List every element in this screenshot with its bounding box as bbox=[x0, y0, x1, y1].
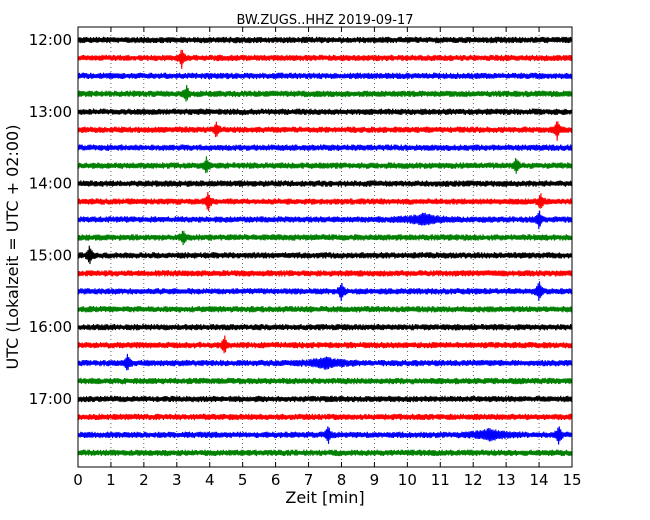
x-tick-label: 11 bbox=[431, 471, 450, 489]
plot-frame bbox=[77, 26, 573, 468]
y-axis-ticks: 12:00 13:00 14:00 15:00 16:00 17:00 bbox=[29, 31, 572, 408]
x-tick-label: 15 bbox=[562, 471, 581, 489]
trace-15:45 bbox=[77, 305, 573, 313]
trace-17:30 bbox=[77, 426, 573, 445]
trace-14:15 bbox=[77, 191, 573, 212]
x-axis-ticks: 0 1 2 3 4 5 6 7 8 9 10 11 12 13 14 15 bbox=[73, 27, 582, 489]
trace-12:15 bbox=[77, 49, 573, 69]
y-tick-label: 13:00 bbox=[29, 103, 72, 121]
x-tick-label: 13 bbox=[497, 471, 516, 489]
x-tick-label: 4 bbox=[205, 471, 215, 489]
x-tick-label: 1 bbox=[106, 471, 116, 489]
trace-15:15 bbox=[77, 270, 573, 277]
trace-17:15 bbox=[77, 413, 573, 421]
trace-16:45 bbox=[77, 377, 573, 385]
trace-14:45 bbox=[77, 230, 573, 246]
trace-13:00 bbox=[77, 108, 573, 116]
x-axis-label: Zeit [min] bbox=[285, 488, 364, 507]
trace-12:30 bbox=[77, 72, 573, 80]
y-tick-label: 17:00 bbox=[29, 390, 72, 408]
trace-15:30 bbox=[77, 281, 573, 302]
x-tick-label: 12 bbox=[464, 471, 483, 489]
trace-12:45 bbox=[77, 85, 573, 102]
x-tick-label: 8 bbox=[337, 471, 347, 489]
trace-14:00 bbox=[77, 180, 573, 187]
x-tick-label: 5 bbox=[238, 471, 248, 489]
trace-17:00 bbox=[77, 395, 573, 403]
x-tick-label: 10 bbox=[398, 471, 417, 489]
seismic-traces bbox=[77, 36, 573, 457]
x-tick-label: 14 bbox=[530, 471, 549, 489]
trace-13:30 bbox=[77, 144, 573, 151]
y-tick-label: 16:00 bbox=[29, 318, 72, 336]
x-tick-label: 9 bbox=[370, 471, 380, 489]
y-axis-label: UTC (Lokalzeit = UTC + 02:00) bbox=[3, 125, 22, 370]
y-tick-label: 12:00 bbox=[29, 31, 72, 49]
x-tick-label: 3 bbox=[172, 471, 182, 489]
chart-title: BW.ZUGS..HHZ 2019-09-17 bbox=[236, 13, 413, 28]
trace-16:15 bbox=[77, 335, 573, 354]
trace-16:30 bbox=[77, 353, 573, 371]
x-tick-label: 0 bbox=[73, 471, 83, 489]
trace-16:00 bbox=[77, 323, 573, 331]
x-tick-label: 6 bbox=[271, 471, 281, 489]
y-tick-label: 14:00 bbox=[29, 175, 72, 193]
trace-12:00 bbox=[77, 36, 573, 44]
y-tick-label: 15:00 bbox=[29, 246, 72, 264]
x-tick-label: 2 bbox=[139, 471, 149, 489]
trace-14:30 bbox=[77, 210, 573, 230]
x-tick-label: 7 bbox=[304, 471, 314, 489]
trace-15:00 bbox=[77, 245, 573, 265]
trace-13:45 bbox=[77, 156, 573, 174]
trace-17:45 bbox=[77, 449, 573, 457]
trace-13:15 bbox=[77, 121, 573, 141]
grid-lines bbox=[110, 27, 540, 467]
